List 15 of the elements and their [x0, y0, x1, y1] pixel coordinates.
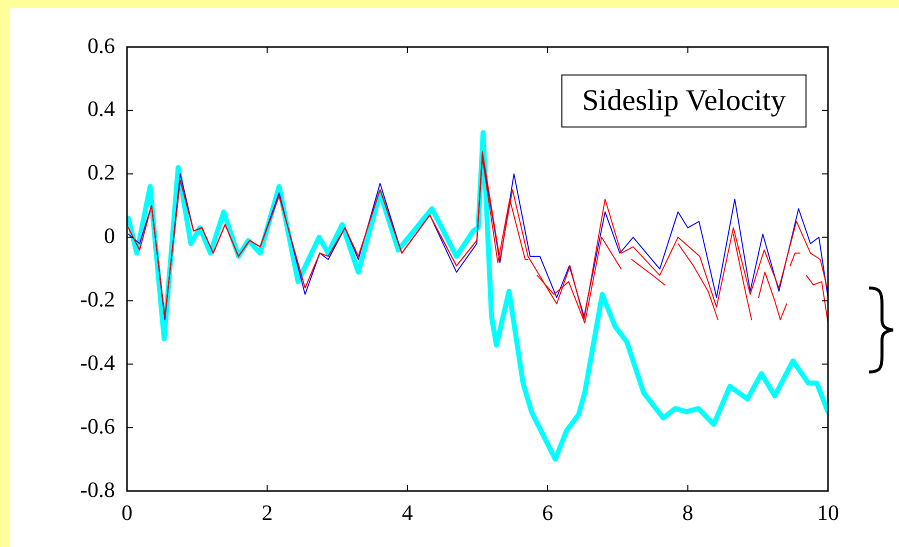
- x-tick-label: 4: [402, 500, 413, 525]
- x-tick-label: 6: [542, 500, 554, 525]
- y-tick-label: -0.8: [80, 476, 115, 502]
- x-tick-label: 2: [262, 500, 273, 525]
- x-tick-label: 0: [122, 500, 132, 525]
- y-tick-label: -0.2: [80, 286, 115, 312]
- y-tick-label: 0: [104, 223, 115, 248]
- text: Sideslip Velocity: [582, 84, 786, 117]
- x-tick-label: 10: [817, 500, 839, 525]
- y-tick-label: 0.6: [88, 32, 115, 58]
- x-tick-label: 8: [682, 500, 694, 525]
- y-tick-label: 0.4: [88, 96, 115, 122]
- y-tick-label: 0.2: [88, 160, 115, 185]
- y-tick-label: -0.6: [80, 413, 115, 438]
- y-tick-label: -0.4: [80, 350, 115, 375]
